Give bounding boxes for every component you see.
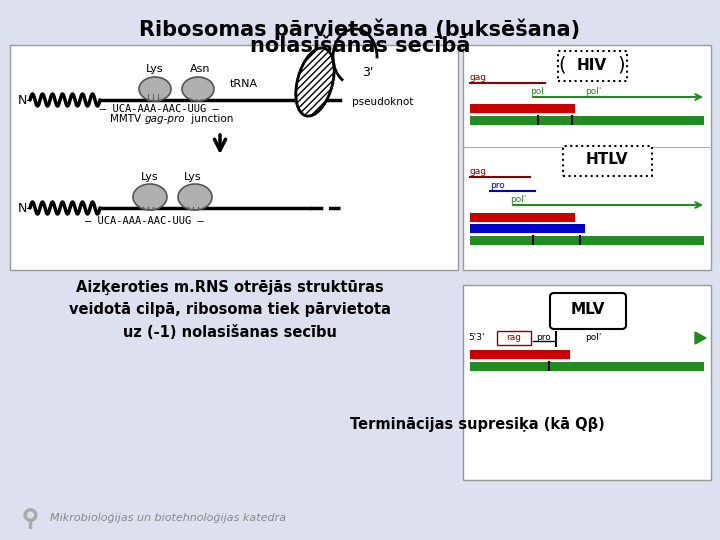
Text: N-: N-	[18, 93, 32, 106]
Bar	[470, 116, 704, 125]
FancyBboxPatch shape	[10, 45, 458, 270]
Text: tRNA: tRNA	[230, 79, 258, 89]
Text: 5'3': 5'3'	[468, 334, 485, 342]
Text: Lys: Lys	[141, 172, 159, 182]
Text: MLV: MLV	[571, 302, 606, 318]
FancyBboxPatch shape	[497, 331, 531, 345]
Bar	[470, 361, 704, 370]
Ellipse shape	[182, 77, 214, 101]
Text: N-: N-	[18, 201, 32, 214]
Text: junction: junction	[188, 114, 233, 124]
Text: (: (	[558, 56, 565, 75]
FancyBboxPatch shape	[563, 146, 652, 176]
Text: pol': pol'	[585, 87, 601, 97]
FancyBboxPatch shape	[550, 293, 626, 329]
Text: Mikrobioloģijas un biotehnoloģijas katedra: Mikrobioloģijas un biotehnoloģijas kated…	[50, 513, 286, 523]
Text: nolasišanas secībā: nolasišanas secībā	[250, 36, 470, 56]
Text: pol: pol	[530, 87, 544, 97]
Text: HIV: HIV	[577, 57, 607, 72]
Ellipse shape	[178, 184, 212, 210]
Ellipse shape	[139, 77, 171, 101]
Ellipse shape	[296, 48, 334, 116]
Bar	[470, 224, 585, 233]
Text: Ribosomas pārvietošana (buksēšana): Ribosomas pārvietošana (buksēšana)	[140, 18, 580, 39]
Text: Terminācijas supresiķa (kā Qβ): Terminācijas supresiķa (kā Qβ)	[350, 417, 605, 433]
Bar	[470, 349, 570, 359]
Text: pseudoknot: pseudoknot	[352, 97, 413, 107]
Text: Lys: Lys	[146, 64, 164, 74]
Text: Lys: Lys	[184, 172, 202, 182]
FancyBboxPatch shape	[463, 285, 711, 480]
Text: ): )	[617, 56, 625, 75]
Text: pol': pol'	[510, 195, 526, 205]
Bar	[470, 213, 575, 221]
Bar	[470, 104, 575, 112]
Text: rag: rag	[506, 334, 521, 342]
Bar	[470, 235, 704, 245]
Text: gag: gag	[470, 167, 487, 177]
Text: pro: pro	[490, 181, 505, 191]
Text: 3': 3'	[362, 65, 374, 78]
Polygon shape	[695, 332, 706, 344]
Text: HTLV: HTLV	[586, 152, 629, 167]
Ellipse shape	[133, 184, 167, 210]
FancyBboxPatch shape	[463, 45, 711, 270]
Text: Asn: Asn	[190, 64, 210, 74]
Text: gag: gag	[470, 73, 487, 83]
Text: pro: pro	[536, 334, 551, 342]
Text: Aizķeroties m.RNS otrējās struktūras
veidotā cilpā, ribosoma tiek pārvietota
uz: Aizķeroties m.RNS otrējās struktūras ve…	[69, 280, 391, 340]
Text: pol': pol'	[585, 334, 601, 342]
Text: — UCA-AAA-AAC-UUG —: — UCA-AAA-AAC-UUG —	[100, 104, 219, 114]
FancyBboxPatch shape	[558, 51, 627, 81]
Text: MMTV: MMTV	[110, 114, 145, 124]
Text: — UCA-AAA-AAC-UUG —: — UCA-AAA-AAC-UUG —	[85, 216, 204, 226]
Text: gag-pro: gag-pro	[145, 114, 186, 124]
